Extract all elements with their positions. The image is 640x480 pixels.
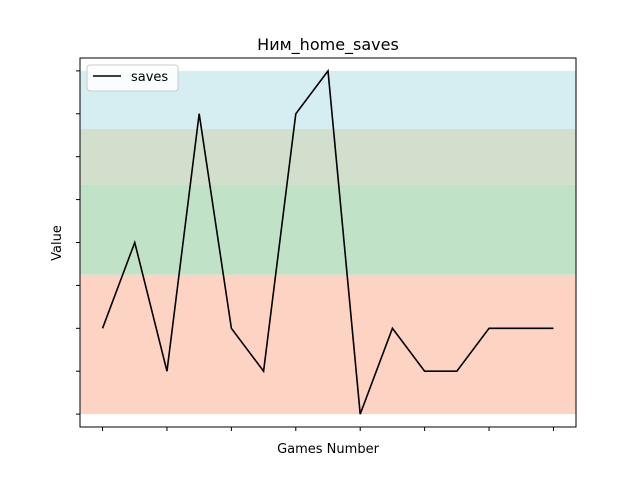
series-lines <box>101 68 554 415</box>
x-axis-label: Games Number <box>277 442 379 457</box>
background-band-1 <box>80 274 576 415</box>
background-band-3 <box>80 128 576 185</box>
legend-label-saves: saves <box>131 70 168 85</box>
x-axis-ticks <box>102 427 554 431</box>
y-axis-ticks <box>76 70 80 415</box>
y-axis-label: Value <box>50 225 65 261</box>
chart-title: Ним_home_saves <box>257 35 399 55</box>
legend: saves <box>86 64 179 92</box>
background-bands <box>80 70 576 415</box>
legend-box <box>86 64 179 92</box>
background-band-2 <box>80 184 576 275</box>
